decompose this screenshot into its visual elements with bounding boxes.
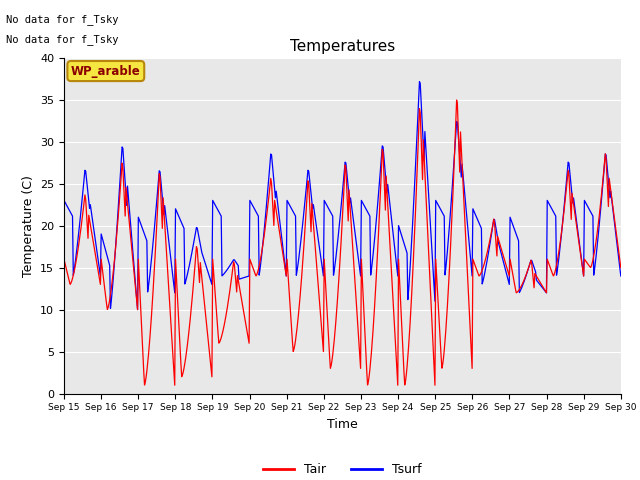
Tsurf [214,207,222,213]
Tair [617,265,625,271]
Title: Temperatures: Temperatures [290,39,395,54]
Text: No data for f_Tsky: No data for f_Tsky [6,14,119,25]
Tair [60,256,68,262]
Tsurf [134,307,141,312]
Text: No data for f_Tsky: No data for f_Tsky [6,34,119,45]
Tair [70,269,78,275]
Y-axis label: Temperature (C): Temperature (C) [22,175,35,276]
Text: WP_arable: WP_arable [71,64,141,78]
Tair [428,300,435,306]
Tair [214,331,222,337]
Legend: Tair, Tsurf: Tair, Tsurf [258,458,427,480]
Line: Tair: Tair [64,100,621,385]
Line: Tsurf: Tsurf [64,82,621,310]
Tsurf [185,266,193,272]
Tair [171,382,179,388]
Tair [411,225,419,230]
Tair [185,331,193,336]
Tair [127,241,135,247]
Tsurf [617,273,625,279]
Tsurf [415,79,423,84]
Tsurf [70,268,78,274]
Tsurf [127,231,135,237]
Tsurf [428,246,436,252]
Tair [452,97,460,103]
Tsurf [411,178,419,183]
X-axis label: Time: Time [327,418,358,431]
Tsurf [60,198,68,204]
